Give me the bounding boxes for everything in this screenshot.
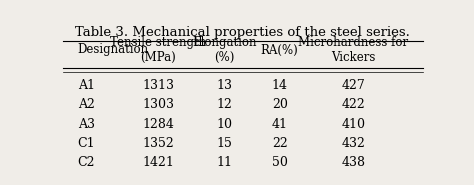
Text: 20: 20 — [272, 98, 288, 111]
Text: 1313: 1313 — [142, 79, 174, 92]
Text: Designation: Designation — [78, 43, 149, 56]
Text: 432: 432 — [341, 137, 365, 150]
Text: 12: 12 — [217, 98, 232, 111]
Text: 14: 14 — [272, 79, 288, 92]
Text: 1284: 1284 — [143, 117, 174, 131]
Text: Elongation
(%): Elongation (%) — [192, 36, 257, 64]
Text: 438: 438 — [341, 156, 365, 169]
Text: RA(%): RA(%) — [261, 43, 299, 56]
Text: 11: 11 — [217, 156, 233, 169]
Text: 427: 427 — [341, 79, 365, 92]
Text: 50: 50 — [272, 156, 288, 169]
Text: A2: A2 — [78, 98, 94, 111]
Text: C2: C2 — [78, 156, 95, 169]
Text: 1352: 1352 — [143, 137, 174, 150]
Text: A1: A1 — [78, 79, 95, 92]
Text: 422: 422 — [341, 98, 365, 111]
Text: Microhardness for
Vickers: Microhardness for Vickers — [298, 36, 408, 64]
Text: Tensile strength
(MPa): Tensile strength (MPa) — [110, 36, 207, 64]
Text: 410: 410 — [341, 117, 365, 131]
Text: 15: 15 — [217, 137, 232, 150]
Text: 22: 22 — [272, 137, 288, 150]
Text: 41: 41 — [272, 117, 288, 131]
Text: 1421: 1421 — [143, 156, 174, 169]
Text: 10: 10 — [217, 117, 233, 131]
Text: 13: 13 — [217, 79, 233, 92]
Text: C1: C1 — [78, 137, 95, 150]
Text: Table 3. Mechanical properties of the steel series.: Table 3. Mechanical properties of the st… — [75, 26, 410, 39]
Text: A3: A3 — [78, 117, 95, 131]
Text: 1303: 1303 — [142, 98, 174, 111]
